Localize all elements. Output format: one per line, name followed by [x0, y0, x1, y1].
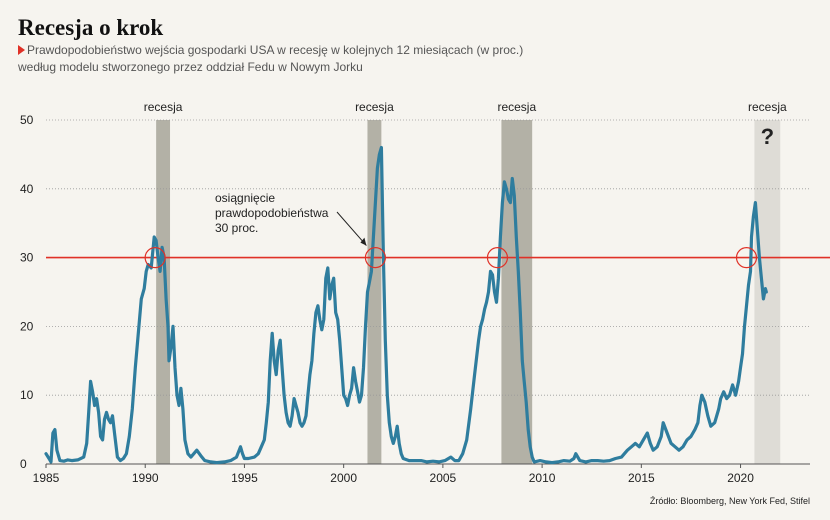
x-tick-label: 1990: [132, 471, 159, 485]
recession-label: recesja: [144, 100, 183, 114]
x-tick-label: 1985: [33, 471, 60, 485]
annotation-text: prawdopodobieństwa: [215, 206, 329, 220]
x-tick-label: 2005: [430, 471, 457, 485]
subtitle: Prawdopodobieństwo wejścia gospodarki US…: [18, 42, 523, 76]
triangle-marker-icon: [18, 45, 25, 55]
annotation-pointer: [336, 211, 367, 246]
annotation-text: 30 proc.: [215, 221, 258, 235]
subtitle-text-1: Prawdopodobieństwo wejścia gospodarki US…: [27, 43, 524, 57]
y-tick-label: 20: [20, 319, 34, 333]
y-tick-label: 40: [20, 182, 34, 196]
recession-band: [156, 120, 171, 464]
page-title: Recesja o krok: [18, 15, 164, 40]
probability-series-line: [44, 145, 768, 465]
threshold-crossing-circle: [364, 247, 387, 269]
annotation-text: osiągnięcie: [215, 191, 275, 205]
recession-label: recesja: [355, 100, 394, 114]
x-tick-label: 2010: [529, 471, 556, 485]
question-mark: ?: [761, 124, 774, 149]
recession-label: recesja: [497, 100, 536, 114]
y-tick-label: 0: [20, 457, 27, 471]
x-tick-label: 2015: [628, 471, 655, 485]
threshold-crossing-circle: [486, 247, 509, 269]
recession-label: recesja: [748, 100, 787, 114]
source-note: Źródło: Bloomberg, New York Fed, Stifel: [649, 496, 810, 506]
x-tick-label: 2000: [330, 471, 357, 485]
threshold-crossing-circle: [144, 247, 166, 269]
y-tick-label: 10: [20, 388, 34, 402]
y-tick-label: 50: [20, 113, 34, 127]
recession-band: [367, 120, 382, 464]
x-tick-label: 1995: [231, 471, 258, 485]
subtitle-line-1: Prawdopodobieństwo wejścia gospodarki US…: [18, 42, 523, 59]
subtitle-line-2: według modelu stworzonego przez oddział …: [18, 60, 363, 74]
threshold-crossing-circle: [735, 247, 758, 269]
annotation-arrowhead: [360, 237, 367, 246]
x-tick-label: 2020: [727, 471, 754, 485]
y-tick-label: 30: [20, 251, 34, 265]
